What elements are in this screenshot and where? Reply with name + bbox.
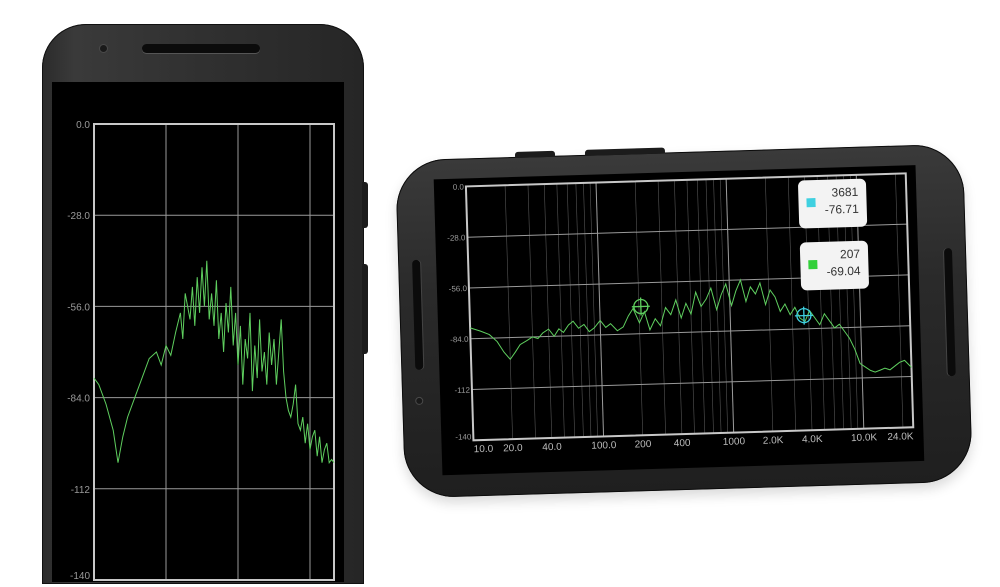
grid-line-minor — [504, 185, 513, 440]
grid-line-horizontal — [471, 375, 912, 391]
x-tick-label: 40.0 — [542, 442, 562, 454]
y-tick-label: -56.0 — [67, 302, 90, 313]
green-swatch-icon — [808, 260, 818, 270]
grid-line-minor — [575, 183, 584, 438]
marker-frequency: 207 — [839, 246, 861, 262]
power-button — [362, 182, 368, 228]
x-tick-label: 2.0K — [763, 435, 784, 447]
x-tick-label: 4.0K — [802, 434, 823, 446]
volume-button — [362, 264, 368, 354]
grid-line-minor — [543, 184, 553, 438]
volume-button — [584, 147, 666, 156]
spectrum-line — [93, 260, 335, 464]
grid-line-minor — [566, 183, 575, 438]
grid-line-minor — [719, 178, 729, 433]
cyan-swatch-icon — [806, 198, 816, 208]
grid-line-minor — [657, 180, 666, 435]
marker-legend-green: 207 -69.04 — [799, 240, 870, 291]
grid-line-minor — [705, 179, 714, 434]
y-tick-label: 0.0 — [453, 182, 465, 191]
y-tick-label: -84.0 — [67, 394, 90, 405]
marker-level: -69.04 — [826, 263, 861, 279]
grid-line-vertical — [595, 182, 605, 437]
y-tick-label: -140 — [455, 432, 472, 441]
y-tick-label: -28.0 — [67, 211, 90, 222]
spectrum-line — [469, 278, 912, 373]
marker-crosshair-v — [802, 306, 805, 325]
grid-line-horizontal — [470, 325, 911, 340]
x-tick-label: 24.0K — [887, 431, 914, 443]
landscape-phone: 0.0 -28.0 -56.0 -84.0 -112 -140 10.0 20.0 40.0 10… — [395, 143, 973, 499]
grid-line-minor — [527, 184, 536, 439]
x-tick-label: 100.0 — [591, 440, 617, 452]
y-tick-label: -56.0 — [449, 284, 468, 294]
x-tick-label: 10.0K — [851, 432, 878, 444]
grid-line-vertical — [725, 178, 735, 433]
grid-line-minor — [686, 179, 695, 434]
front-camera-icon — [416, 397, 423, 404]
earpiece-speaker — [142, 44, 260, 53]
grid-line-minor — [556, 183, 565, 438]
marker-crosshair-icon — [631, 297, 650, 316]
marker-crosshair-v — [639, 297, 642, 316]
y-tick-label: -112 — [71, 485, 91, 496]
grid-line-minor — [583, 182, 592, 437]
grid-line-minor — [634, 181, 644, 436]
grid-line-minor — [589, 182, 598, 437]
x-tick-label: 10.0 — [474, 444, 494, 456]
speaker-grille-left — [412, 259, 424, 370]
plot-frame — [93, 123, 335, 581]
y-tick-label: 0.0 — [76, 120, 90, 131]
y-tick-label: -84.0 — [450, 335, 469, 345]
plot-frame — [464, 172, 915, 442]
marker-level: -76.71 — [824, 201, 859, 217]
front-camera-icon — [100, 45, 107, 52]
y-tick-label: -112 — [454, 386, 470, 395]
x-tick-label: 20.0 — [503, 443, 523, 455]
landscape-screen: 0.0 -28.0 -56.0 -84.0 -112 -140 10.0 20.0 40.0 10… — [433, 165, 925, 476]
portrait-phone: 0.0 -28.0 -56.0 -84.0 -112 -140 — [42, 24, 368, 584]
x-tick-label: 200 — [635, 439, 652, 451]
marker-legend-cyan: 3681 -76.71 — [797, 178, 868, 229]
portrait-screen: 0.0 -28.0 -56.0 -84.0 -112 -140 — [52, 82, 344, 582]
speaker-grille-right — [943, 248, 956, 377]
grid-line-minor — [765, 177, 774, 432]
marker-frequency: 3681 — [831, 184, 859, 200]
y-tick-label: -140 — [70, 571, 90, 582]
grid-line-minor — [895, 173, 904, 428]
x-tick-label: 1000 — [723, 436, 746, 448]
y-tick-label: -28.0 — [447, 233, 466, 243]
power-button — [514, 150, 556, 158]
marker-crosshair-icon — [794, 306, 813, 325]
x-tick-label: 400 — [674, 438, 691, 450]
portrait-spectrum-chart: 0.0 -28.0 -56.0 -84.0 -112 -140 — [67, 120, 335, 582]
grid-line-minor — [787, 176, 797, 431]
